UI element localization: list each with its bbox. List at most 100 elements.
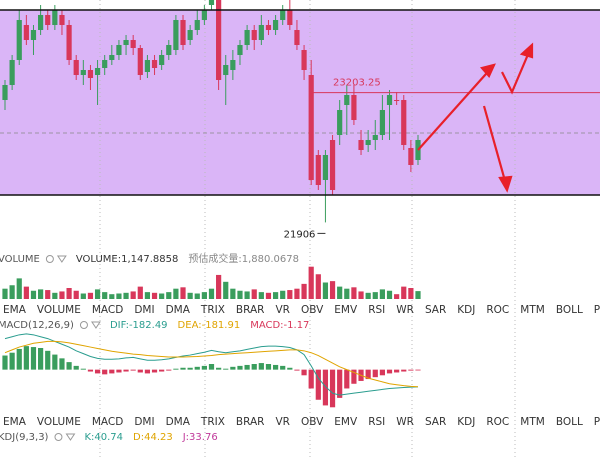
volume-bar (365, 292, 371, 299)
indicator-tab[interactable]: PSY (594, 416, 600, 428)
indicator-tab[interactable]: TRIX (200, 304, 225, 316)
indicator-tab[interactable]: EMA (3, 416, 27, 428)
candle-body (123, 40, 129, 45)
macd-bar (123, 369, 129, 372)
macd-bar (166, 369, 172, 371)
indicator-tab[interactable]: EMV (334, 304, 358, 316)
volume-bar (30, 290, 37, 299)
indicator-tab[interactable]: DMA (166, 416, 191, 428)
macd-bar (372, 369, 378, 378)
macd-bar (237, 365, 243, 370)
volume-bar (223, 281, 229, 299)
arrowhead (498, 175, 513, 193)
candle-body (102, 60, 108, 68)
collapse-icon[interactable] (56, 255, 67, 263)
macd-bar (59, 358, 65, 370)
volume-bar (337, 286, 343, 299)
indicator-tab[interactable]: WR (396, 416, 414, 428)
volume-bar (45, 290, 51, 299)
candle-body (223, 65, 229, 75)
candle-body (329, 140, 336, 190)
indicator-tab[interactable]: OBV (301, 416, 324, 428)
indicator-tab[interactable]: KDJ (457, 304, 475, 316)
macd-bar (201, 365, 207, 370)
legend-value: 预估成交量:1,880.0678 (188, 252, 299, 265)
volume-bar (265, 292, 272, 299)
indicator-tab[interactable]: MACD (92, 304, 123, 316)
candle-body (315, 155, 321, 185)
indicator-tab[interactable]: BRAR (236, 416, 265, 428)
candle-body (230, 60, 236, 70)
candle-body (351, 95, 357, 120)
arrow-up (417, 64, 495, 151)
indicator-tab[interactable]: DMA (166, 304, 191, 316)
indicator-tab[interactable]: PSY (594, 304, 600, 316)
volume-bar (301, 283, 307, 299)
volume-bar (322, 282, 329, 299)
macd-bar (379, 369, 385, 376)
indicator-tab[interactable]: DMI (134, 304, 154, 316)
indicator-tab[interactable]: VR (275, 304, 289, 316)
volume-bar (272, 292, 279, 299)
candle-body (73, 60, 79, 75)
candle-body (394, 100, 400, 101)
indicator-tab[interactable]: OBV (301, 304, 324, 316)
indicator-tab[interactable]: RSI (368, 304, 385, 316)
volume-bar (2, 288, 8, 299)
indicator-tab[interactable]: EMV (334, 416, 358, 428)
candle-body (87, 70, 94, 78)
indicator-tab[interactable]: VOLUME (37, 304, 81, 316)
volume-bar (294, 288, 300, 299)
volume-bar (329, 281, 336, 299)
collapse-icon[interactable] (91, 321, 101, 329)
macd-bar (337, 369, 343, 398)
indicator-tab[interactable]: MACD (92, 416, 123, 428)
macd-bar (159, 369, 165, 372)
indicator-tab[interactable]: EMA (3, 304, 27, 316)
indicator-tab[interactable]: DMI (134, 416, 154, 428)
collapse-icon[interactable] (65, 433, 76, 441)
settings-icon[interactable] (45, 255, 54, 263)
indicator-tab[interactable]: VOLUME (37, 416, 81, 428)
macd-bar (315, 369, 321, 400)
volume-bar (52, 292, 58, 299)
candle-body (272, 20, 279, 30)
volume-bar (144, 292, 151, 299)
candle-body (322, 155, 329, 180)
volume-bar (408, 288, 414, 299)
arrowhead (479, 63, 496, 79)
volume-bar (386, 290, 393, 299)
candle-body (337, 110, 343, 135)
settings-icon[interactable] (54, 433, 63, 441)
volume-bar (216, 274, 222, 299)
volume-bar (80, 293, 86, 299)
candle-body (386, 95, 393, 105)
indicator-tab[interactable]: ROC (486, 304, 509, 316)
indicator-tab[interactable]: MTM (520, 416, 545, 428)
volume-bar (23, 286, 29, 299)
macd-bar (258, 363, 264, 370)
low-label: 21906 (284, 229, 316, 240)
macd-bar (272, 364, 279, 370)
candle-body (280, 10, 286, 20)
indicator-tab[interactable]: SAR (425, 416, 446, 428)
indicator-tab[interactable]: BRAR (236, 304, 265, 316)
indicator-tab[interactable]: WR (396, 304, 414, 316)
price-line-label: 23203.25 (333, 78, 381, 89)
macd-bar (30, 347, 37, 370)
candle-body (201, 10, 207, 20)
macd-bar (130, 369, 136, 371)
indicator-tab[interactable]: MTM (520, 304, 545, 316)
indicator-tab[interactable]: ROC (486, 416, 509, 428)
candle-body (187, 30, 193, 40)
indicator-tab[interactable]: VR (275, 416, 289, 428)
settings-icon[interactable] (79, 321, 88, 329)
macd-bar (287, 367, 293, 370)
indicator-tab[interactable]: RSI (368, 416, 385, 428)
indicator-tab[interactable]: BOLL (556, 304, 583, 316)
indicator-tab[interactable]: BOLL (556, 416, 583, 428)
volume-bar (130, 291, 136, 299)
indicator-tab[interactable]: SAR (425, 304, 446, 316)
indicator-tab[interactable]: TRIX (200, 416, 225, 428)
indicator-tab[interactable]: KDJ (457, 416, 475, 428)
